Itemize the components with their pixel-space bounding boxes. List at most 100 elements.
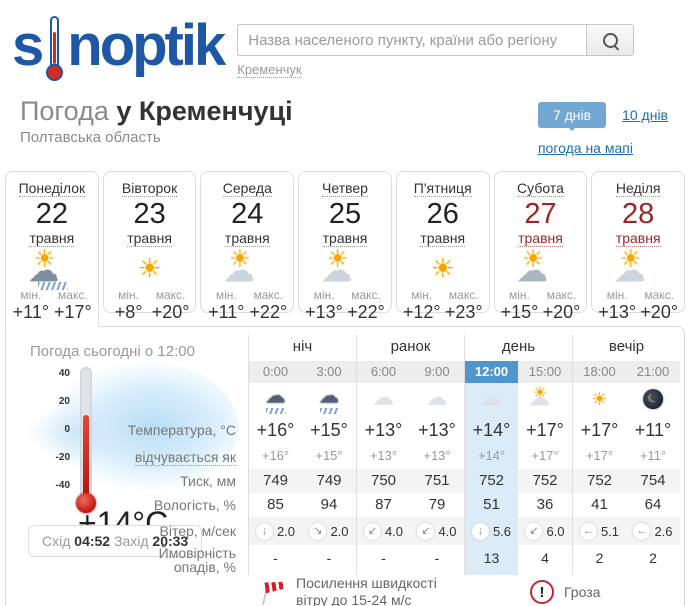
hour-18:00[interactable]: 18:00 [572,361,626,383]
row-label: Тиск, мм [180,473,236,489]
wind-direction-icon: ↙ [525,522,543,540]
max-temp: +23° [444,302,483,322]
value-cell: +14° [464,415,518,445]
value-cell: +16° [248,445,302,469]
hour-21:00[interactable]: 21:00 [626,361,680,383]
sun-icon [123,250,177,288]
weather-warnings: Посилення швидкості вітру до 15-24 м/с! Г… [260,575,600,606]
day-date: 27 [524,198,557,230]
value-cell: 51 [464,493,518,517]
hour-icon-cell [302,383,356,415]
min-label: мін. [313,288,335,302]
day-month: травня [518,230,563,247]
value-cell: 87 [356,493,410,517]
value-cell: 752 [464,469,518,493]
min-label: мін. [118,288,140,302]
hour-icon-cell [518,383,572,415]
value-cell: +15° [315,448,343,463]
value-cell: 13 [464,545,518,575]
wind-cell: ↘ 2.0 [302,517,356,545]
hour-12:00[interactable]: 12:00 [464,361,518,383]
sun-icon [416,250,470,288]
value-cell: +13° [356,445,410,469]
day-tabs: Понеділок22травнямін.макс.+11°+17°Вівтор… [0,171,690,327]
wind-cell: ↓ 2.0 [248,517,302,545]
wind-speed: 2.0 [330,523,349,539]
day-date: 24 [231,198,264,230]
min-temp: +11° [12,302,50,322]
moon-icon [635,386,671,412]
hour-6:00[interactable]: 6:00 [356,361,410,383]
day-date: 22 [35,198,68,230]
wind-speed: 2.6 [654,523,673,539]
search-button[interactable] [586,24,635,56]
hour-3:00[interactable]: 3:00 [302,361,356,383]
value-cell: 41 [572,493,626,517]
sinoptik-logo[interactable]: s noptik [12,8,226,84]
wind-speed: 4.0 [384,523,404,539]
current-city-link[interactable]: Кременчук [237,62,302,78]
wind-speed: 6.0 [546,523,565,539]
region-subtitle: Полтавська область [20,129,161,146]
title-row: Погода у Кременчуці Полтавська область 7… [0,88,690,158]
value-cell: 94 [320,496,338,513]
hour-15:00[interactable]: 15:00 [518,361,572,383]
hour-icon-cell [626,383,680,415]
wind-speed: 5.6 [492,523,512,539]
wind-cell: ↙ 4.0 [356,517,410,545]
range-7-days-button[interactable]: 7 днів [537,102,607,131]
min-label: мін. [411,288,433,302]
value-cell: 36 [536,496,554,513]
day-name: П'ятниця [413,180,472,197]
sun-cloud-icon [220,250,274,288]
day-month: травня [29,230,75,247]
search-input[interactable] [237,24,588,56]
value-cell: 4 [541,550,549,566]
hour-icon-cell [410,383,464,415]
max-temp: +20° [542,302,581,322]
min-label: мін. [606,288,628,302]
min-temp: +8° [114,302,143,322]
max-label: макс. [155,288,186,302]
weather-map-link[interactable]: погода на мапі [537,140,633,156]
scale-mark: -20 [55,452,70,463]
wind-direction-icon: ← [579,522,597,540]
value-cell: +13° [423,448,451,463]
sun-rain-icon [25,250,79,291]
wind-direction-icon: ← [633,522,651,540]
value-cell: 749 [302,469,356,493]
sun-cloud-icon [611,250,665,288]
row-label: Ймовірність опадів, % [158,545,236,575]
scale-mark: 0 [64,424,70,435]
value-cell: - [248,545,302,575]
day-month: травня [322,230,368,247]
value-cell: +11° [634,420,672,440]
value-cell: 751 [410,469,464,493]
page-title: Погода у Кременчуці [20,96,293,126]
max-label: макс. [644,288,674,302]
value-cell: +11° [639,448,667,463]
min-temp: +13° [598,302,637,322]
wind-direction-icon: ↓ [471,522,489,540]
period-день: день [464,335,572,361]
wind-direction-icon: ↙ [363,522,381,540]
today-panel: Погода сьогодні о 12:00 40 20 0 -20 -40 +14°… [5,326,685,606]
hour-0:00[interactable]: 0:00 [248,361,302,383]
value-cell: +17° [572,415,626,445]
row-label: Температура, °C [127,422,236,438]
value-cell: +13° [418,420,456,440]
value-cell: +16° [248,415,302,445]
logo-text-start: s [12,13,44,78]
range-10-days-link[interactable]: 10 днів [622,107,668,123]
wind-speed: 2.0 [276,523,296,539]
hour-9:00[interactable]: 9:00 [410,361,464,383]
logo-text-end: noptik [67,13,226,78]
